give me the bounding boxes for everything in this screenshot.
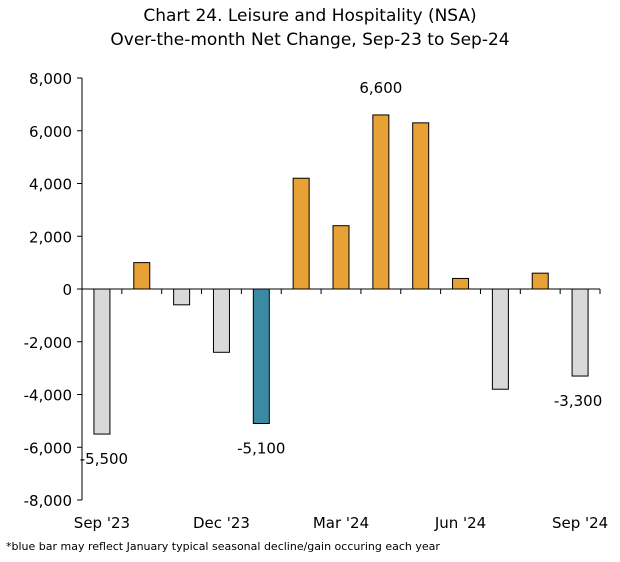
chart-title-line: Chart 24. Leisure and Hospitality (NSA): [143, 6, 477, 26]
bar-oct-23: [133, 262, 151, 290]
bar-sep-23: [93, 288, 111, 435]
x-tick-label: Sep '23: [74, 514, 130, 532]
y-tick-label: -4,000: [24, 387, 72, 405]
bar-may-24: [412, 122, 430, 290]
bar-jul-24: [491, 288, 509, 390]
x-tick-label: Jun '24: [434, 514, 486, 532]
data-label: 6,600: [359, 79, 402, 97]
bar-mar-24: [332, 225, 350, 290]
y-tick-label: 0: [62, 281, 72, 299]
y-tick-label: -2,000: [24, 334, 72, 352]
x-tick-label: Sep '24: [552, 514, 608, 532]
chart-subtitle-line: Over-the-month Net Change, Sep-23 to Sep…: [110, 30, 510, 50]
bar-sep-24: [571, 288, 589, 377]
x-tick-label: Dec '23: [193, 514, 250, 532]
data-label: -5,100: [237, 440, 285, 458]
y-tick-label: -8,000: [24, 492, 72, 510]
footnote: *blue bar may reflect January typical se…: [6, 540, 440, 553]
bar-jan-24: [252, 288, 270, 425]
bar-feb-24: [292, 177, 310, 290]
chart-title: Chart 24. Leisure and Hospitality (NSA) …: [0, 4, 620, 52]
y-tick-label: 2,000: [29, 228, 72, 246]
bar-jun-24: [452, 277, 470, 290]
y-tick-label: 4,000: [29, 176, 72, 194]
bar-aug-24: [531, 272, 549, 290]
x-tick-label: Mar '24: [313, 514, 369, 532]
data-label: -3,300: [554, 392, 602, 410]
y-tick-label: 6,000: [29, 123, 72, 141]
bar-dec-23: [212, 288, 230, 353]
bar-nov-23: [173, 288, 191, 306]
labels-group: -5,500 -5,100 6,600 -3,300: [80, 79, 603, 468]
y-tick-label: -6,000: [24, 439, 72, 457]
data-label: -5,500: [80, 450, 128, 468]
bar-apr-24: [372, 114, 390, 290]
axes-group: -8,000 -6,000 -4,000 -2,000 0 2,000 4,000 6,000…: [24, 70, 609, 532]
bars-group: [93, 114, 589, 435]
y-tick-label: 8,000: [29, 70, 72, 88]
